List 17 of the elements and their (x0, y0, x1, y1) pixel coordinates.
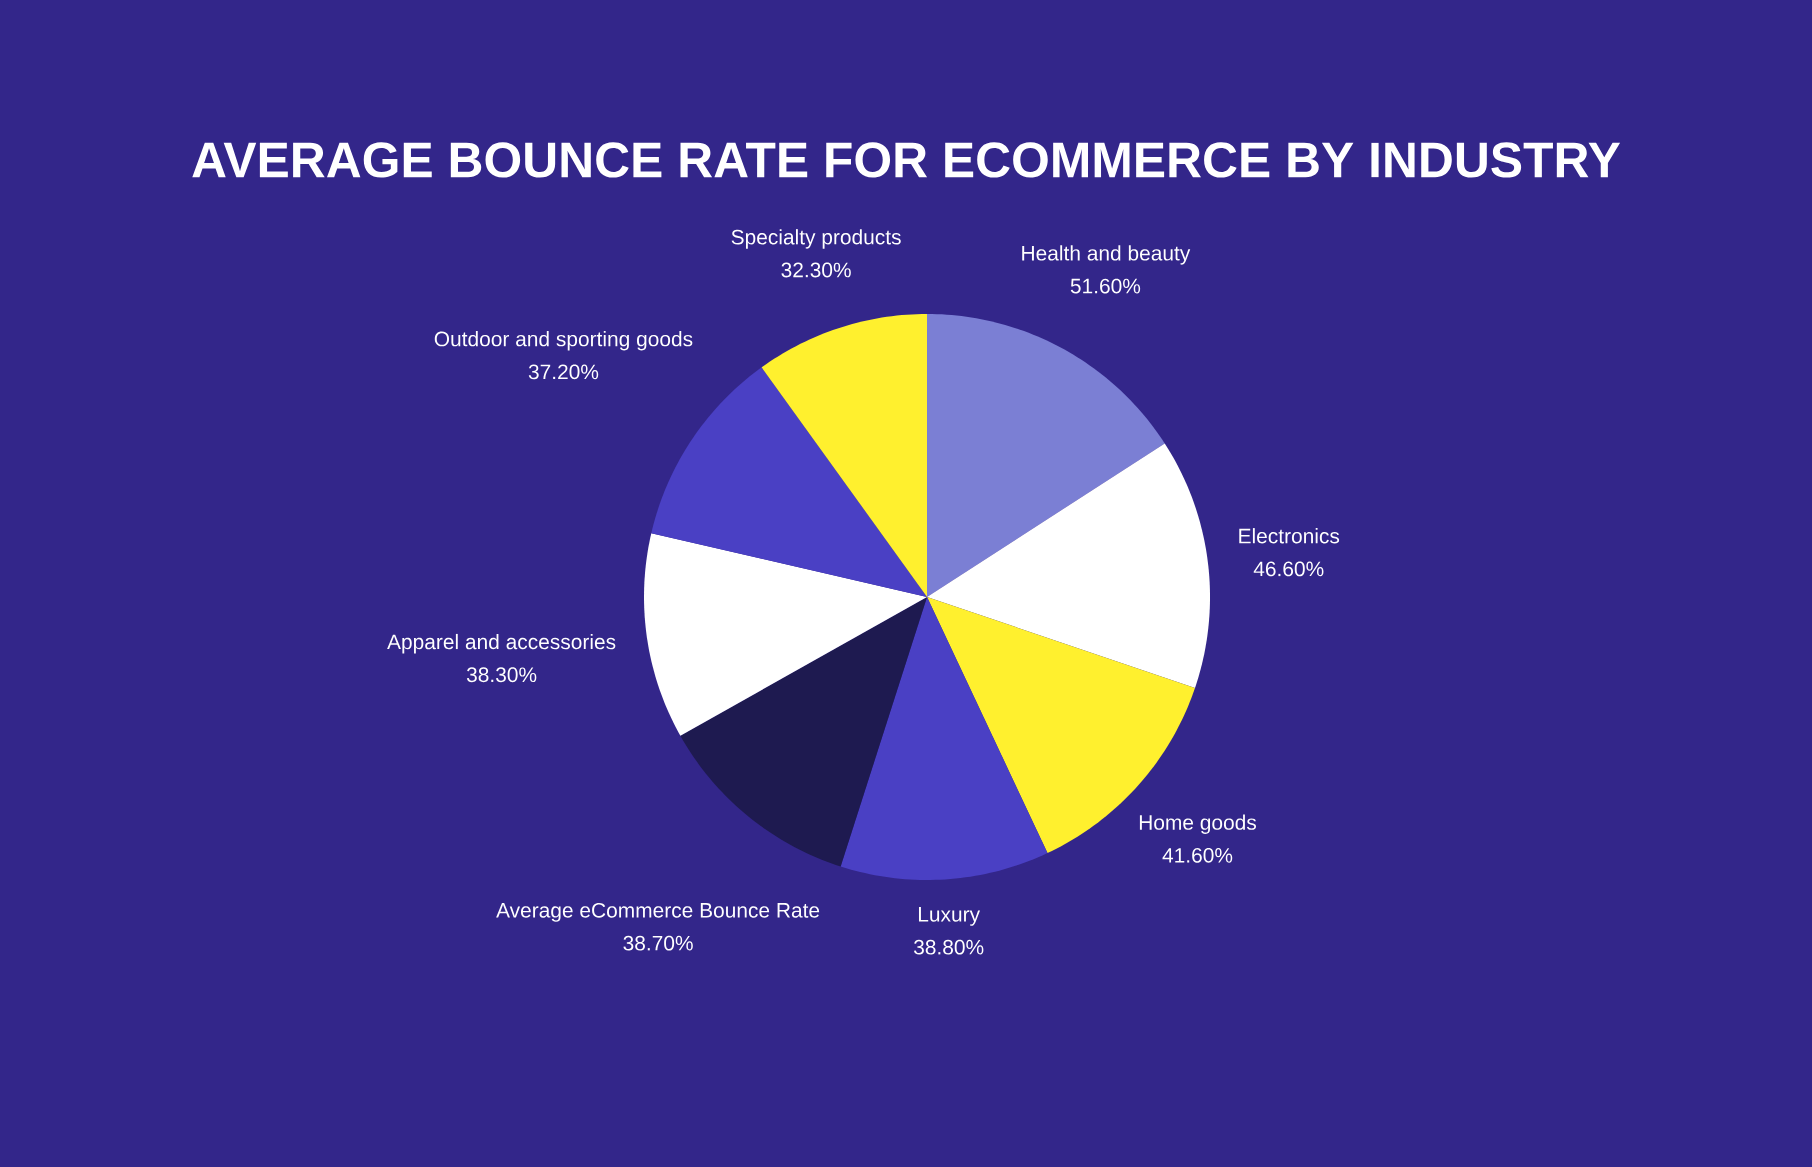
slice-label: Apparel and accessories (387, 633, 616, 654)
data-label: 38.70% (623, 935, 693, 951)
slice-label: Luxury (918, 907, 981, 926)
data-label: 38.80% (913, 939, 984, 955)
data-label: 51.60% (1070, 278, 1141, 294)
slice-label: Outdoor and sporting goods (434, 331, 693, 351)
slice-label: Specialty products (731, 229, 901, 249)
data-label: 37.20% (528, 364, 599, 380)
data-label: 38.30% (466, 667, 537, 683)
slice-label: Home goods (1139, 814, 1257, 835)
data-label: 41.60% (1162, 847, 1233, 863)
data-label: 32.30% (781, 262, 851, 278)
chart-title: AVERAGE BOUNCE RATE FOR ECOMMERCE BY INDUSTRY (192, 142, 1621, 178)
data-label: 46.60% (1253, 561, 1324, 577)
slice-label: Electronics (1239, 528, 1340, 544)
slice-label: Health and beauty (1022, 245, 1191, 265)
slice-label: Average eCommerce Bounce Rate (496, 902, 820, 922)
